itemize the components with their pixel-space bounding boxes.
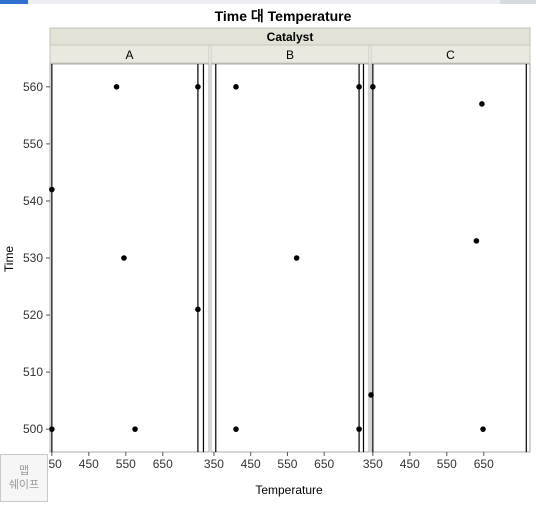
panel-B-xtick-label-0: 350: [204, 457, 224, 471]
panel-label-B: B: [286, 48, 294, 62]
panel-C-xtick-label-1: 450: [400, 457, 420, 471]
y-tick-label-3: 530: [23, 251, 43, 265]
map-shape-label-2: 쉐이프: [8, 478, 40, 491]
panel-C-point-2: [473, 238, 480, 244]
panel-A-xtick-label-3: 650: [153, 457, 173, 471]
window-top-strip: [0, 0, 536, 4]
panel-B-point-4: [356, 426, 362, 432]
map-shape-label-1: 맵: [18, 464, 30, 477]
chart-title: Time 대 Temperature: [215, 8, 352, 24]
panel-A-point-2: [113, 84, 120, 90]
panel-B-point-2: [293, 255, 300, 261]
panel-C-point-0: [370, 84, 376, 90]
panel-B-xtick-label-2: 550: [277, 457, 297, 471]
panel-frame-A: [49, 63, 210, 453]
panel-B-xtick-label-1: 450: [241, 457, 261, 471]
x-axis-label: Temperature: [255, 483, 323, 497]
panel-C-xtick-label-2: 550: [437, 457, 457, 471]
panel-A-xtick-label-1: 450: [79, 457, 99, 471]
window-control-area: [500, 0, 536, 4]
tab-indicator: [0, 0, 28, 4]
y-tick-label-4: 540: [23, 194, 43, 208]
y-tick-label-1: 510: [23, 365, 43, 379]
panel-A-xtick-label-2: 550: [116, 457, 136, 471]
panel-frame-C: [370, 63, 531, 453]
panel-A-point-3: [121, 255, 127, 261]
panel-C-point-1: [368, 392, 374, 398]
panel-C-point-3: [479, 101, 485, 107]
panel-B-xtick-label-3: 650: [314, 457, 334, 471]
panel-header-C: [370, 44, 531, 64]
panel-C-xtick-label-0: 350: [363, 457, 383, 471]
panel-C-xtick-label-3: 650: [474, 457, 494, 471]
panel-B-point-3: [356, 84, 362, 90]
y-axis: 500 510 520 530 540 550 560: [23, 80, 50, 436]
panel-A-point-1: [49, 426, 55, 432]
map-shape-button[interactable]: 맵 쉐이프: [0, 454, 48, 502]
group-header-label: Catalyst: [267, 30, 314, 44]
panel-B-point-0: [233, 84, 239, 90]
panel-header-A: [49, 44, 210, 64]
panel-C-point-4: [480, 426, 486, 432]
y-tick-label-5: 550: [23, 137, 43, 151]
panel-A-point-6: [195, 306, 201, 313]
panel-frame-B: [210, 63, 370, 453]
panel-A-point-4: [132, 426, 138, 432]
y-tick-label-0: 500: [23, 422, 43, 436]
panel-label-C: C: [446, 48, 455, 62]
panel-A-point-0: [49, 186, 55, 193]
panel-header-B: [210, 44, 370, 64]
y-axis-label: Time: [2, 246, 16, 273]
y-tick-label-6: 560: [23, 80, 43, 94]
panel-B-point-1: [233, 426, 239, 432]
panel-A-point-5: [195, 84, 201, 90]
y-tick-label-2: 520: [23, 308, 43, 322]
panel-label-A: A: [125, 48, 133, 62]
